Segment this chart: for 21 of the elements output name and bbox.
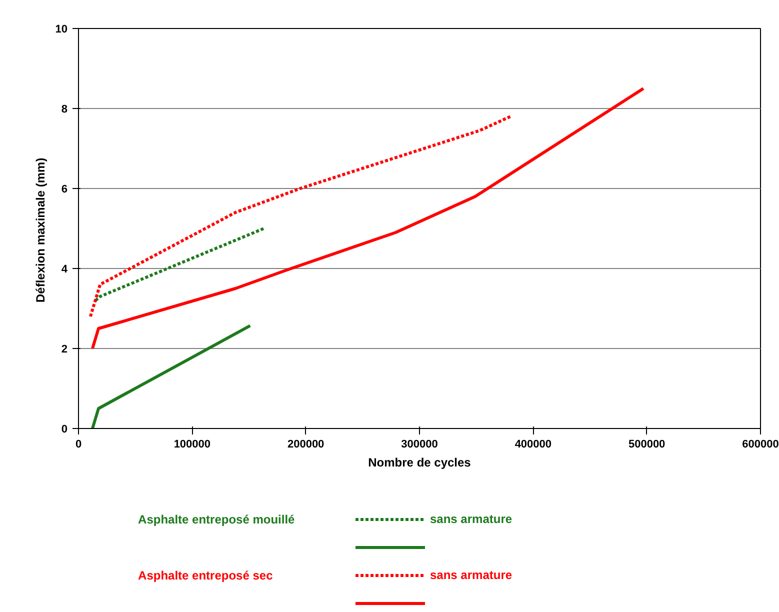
y-tick-label: 10 [55, 24, 68, 36]
x-tick-label: 500000 [628, 438, 666, 450]
text: Asphalte entreposé mouillé [138, 512, 296, 526]
text: sans armature [430, 567, 512, 584]
x-tick-label: 600000 [742, 438, 779, 450]
y-tick-label: 2 [61, 344, 68, 356]
line-series [88, 115, 512, 318]
text: Asphalte entreposé sec [138, 568, 274, 582]
x-tick-label: 200000 [287, 438, 324, 450]
x-tick-label: 300000 [401, 438, 438, 450]
line-series [90, 87, 645, 350]
x-tick-label: 0 [75, 438, 82, 450]
x-axis-title: Nombre de cycles [368, 456, 472, 470]
x-tick-label: 100000 [174, 438, 211, 450]
y-tick-label: 4 [61, 264, 68, 276]
text: sans armature [430, 511, 512, 528]
y-tick-label: 8 [61, 104, 68, 116]
y-axis-title: Déflexion maximale (mm) [33, 158, 48, 303]
y-tick-label: 0 [61, 424, 68, 436]
y-tick-label: 6 [61, 184, 68, 196]
x-tick-label: 400000 [514, 438, 552, 450]
